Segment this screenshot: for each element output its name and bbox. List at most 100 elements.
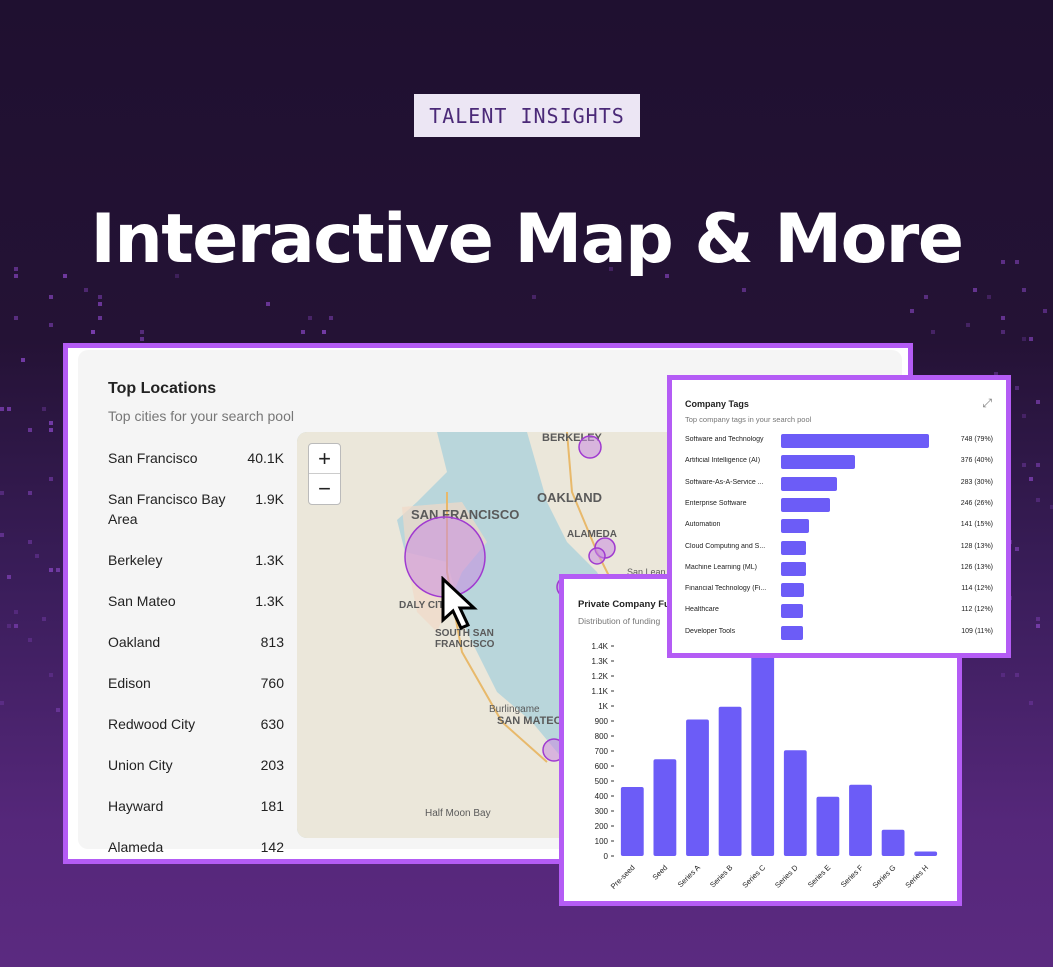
pixel — [1036, 463, 1040, 467]
company-tag-row[interactable]: Artificial Intelligence (AI) 376 (40%) — [685, 454, 997, 470]
company-tag-value: 109 (11%) — [961, 627, 993, 635]
funding-bar[interactable] — [751, 644, 775, 856]
pixel — [1001, 330, 1005, 334]
map-label: Burlingame — [489, 704, 540, 715]
pixel — [56, 708, 60, 712]
pixel — [609, 267, 613, 271]
funding-bar[interactable] — [620, 787, 644, 856]
funding-bar[interactable] — [718, 706, 742, 856]
expand-icon[interactable]: ⤢ — [982, 396, 992, 410]
y-tick-label: 400 — [595, 792, 609, 801]
funding-bar[interactable] — [686, 719, 709, 857]
funding-bar[interactable] — [881, 829, 905, 856]
company-tag-value: 128 (13%) — [960, 542, 993, 550]
company-tag-row[interactable]: Software-As-A-Service ... 283 (30%) — [685, 476, 997, 492]
location-count: 203 — [260, 757, 284, 773]
x-category-label: Seed — [651, 863, 670, 882]
company-tag-row[interactable]: Healthcare 112 (12%) — [685, 603, 997, 619]
pixel — [1015, 260, 1019, 264]
pixel — [1029, 337, 1033, 341]
location-row[interactable]: Berkeley 1.3K — [108, 550, 284, 570]
pixel — [28, 491, 32, 495]
pixel — [42, 617, 46, 621]
pixel — [1043, 309, 1047, 313]
location-name: San Francisco Bay Area — [108, 491, 226, 527]
company-tag-label: Healthcare — [685, 606, 719, 614]
pixel — [28, 638, 32, 642]
company-tags-card: Company Tags Top company tags in your se… — [667, 375, 1011, 658]
company-tags-subtitle: Top company tags in your search pool — [685, 415, 812, 424]
pixel — [49, 421, 53, 425]
location-row[interactable]: San Francisco 40.1K — [108, 448, 284, 468]
location-name: Edison — [108, 675, 151, 691]
pixel — [742, 288, 746, 292]
pixel — [14, 316, 18, 320]
location-count: 1.3K — [255, 593, 284, 609]
funding-bar[interactable] — [849, 784, 872, 856]
top-locations-title: Top Locations — [108, 380, 217, 397]
pixel — [322, 330, 326, 334]
company-tag-row[interactable]: Enterprise Software 246 (26%) — [685, 497, 997, 513]
funding-bar[interactable] — [816, 796, 840, 856]
company-tag-value: 141 (15%) — [960, 521, 993, 529]
company-tags-title: Company Tags — [685, 399, 749, 409]
company-tag-row[interactable]: Machine Learning (ML) 126 (13%) — [685, 561, 997, 577]
location-row[interactable]: Union City 203 — [108, 755, 284, 775]
company-tag-row[interactable]: Developer Tools 109 (11%) — [685, 625, 997, 641]
funding-title: Private Company Funding — [578, 599, 671, 610]
pixel — [49, 428, 53, 432]
pixel — [42, 407, 46, 411]
location-name: San Mateo — [108, 593, 176, 609]
pixel — [910, 309, 914, 313]
location-name: Redwood City — [108, 716, 196, 732]
berkeley-bubble[interactable] — [578, 435, 602, 459]
location-row[interactable]: San Francisco Bay Area 1.9K — [108, 489, 284, 529]
company-tag-value: 748 (79%) — [960, 436, 993, 443]
y-tick-label: 1.3K — [592, 657, 609, 666]
company-tag-row[interactable]: Software and Technology 748 (79%) — [685, 433, 997, 449]
company-tag-value: 376 (40%) — [960, 457, 993, 465]
location-name: San Francisco — [108, 450, 198, 466]
pixel — [665, 274, 669, 278]
map-zoom-controls: + − — [308, 443, 341, 505]
company-tag-label: Developer Tools — [685, 627, 736, 635]
location-count: 1.9K — [255, 491, 284, 507]
pixel — [21, 358, 25, 362]
funding-bar-chart: 0 100 200 300 400 500 600 700 800 900 1K 1.1K 1.2K 1.… — [592, 642, 938, 891]
y-tick-label: 800 — [595, 732, 609, 741]
location-count: 181 — [260, 798, 284, 814]
alameda-bubble-2[interactable] — [588, 547, 606, 565]
location-name: Berkeley — [108, 552, 163, 568]
y-tick-label: 100 — [595, 837, 609, 846]
company-tag-bar — [781, 519, 809, 534]
map-label: DALY CITY — [399, 600, 451, 611]
location-row[interactable]: Oakland 813 — [108, 632, 284, 652]
location-row[interactable]: Alameda 142 — [108, 837, 284, 857]
company-tag-row[interactable]: Automation 141 (15%) — [685, 518, 997, 534]
company-tag-row[interactable]: Financial Technology (Fi... 114 (12%) — [685, 582, 997, 598]
pixel — [28, 540, 32, 544]
pixel — [1022, 288, 1026, 292]
pixel — [1029, 477, 1033, 481]
company-tag-label: Artificial Intelligence (AI) — [685, 457, 761, 465]
zoom-in-button[interactable]: + — [309, 444, 340, 474]
location-row[interactable]: Edison 760 — [108, 673, 284, 693]
company-tag-row[interactable]: Cloud Computing and S... 128 (13%) — [685, 540, 997, 556]
company-tag-value: 283 (30%) — [960, 478, 993, 486]
pixel — [0, 533, 4, 537]
company-tag-value: 114 (12%) — [961, 585, 993, 593]
company-tag-label: Enterprise Software — [685, 499, 747, 507]
location-row[interactable]: Redwood City 630 — [108, 714, 284, 734]
funding-bar[interactable] — [783, 750, 807, 856]
y-tick-label: 200 — [595, 822, 609, 831]
pixel — [98, 295, 102, 299]
funding-bar[interactable] — [653, 759, 677, 856]
location-row[interactable]: San Mateo 1.3K — [108, 591, 284, 611]
pixel — [1036, 617, 1040, 621]
pixel — [7, 407, 11, 411]
funding-bar[interactable] — [914, 851, 938, 857]
pixel — [329, 316, 333, 320]
zoom-out-button[interactable]: − — [318, 476, 331, 501]
location-row[interactable]: Hayward 181 — [108, 796, 284, 816]
